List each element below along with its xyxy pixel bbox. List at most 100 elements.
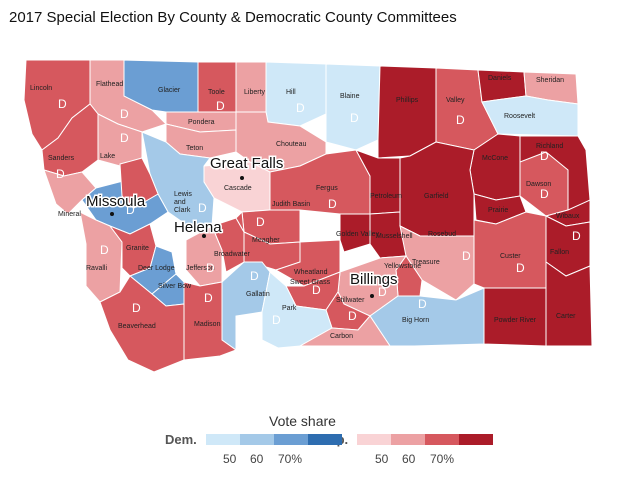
county-phillips — [377, 65, 437, 159]
legend-rep-swatch-lt50 — [357, 434, 391, 445]
committee-mark-jefferson: D — [206, 261, 215, 275]
county-hill — [265, 61, 327, 127]
county-label-judith-basin: Judith Basin — [272, 201, 310, 208]
city-dot-missoula — [110, 212, 114, 216]
county-label-mineral: Mineral — [58, 211, 81, 218]
county-label-ravalli: Ravalli — [86, 265, 107, 272]
county-label-granite: Granite — [126, 245, 149, 252]
legend-rep-swatch-50-60 — [391, 434, 425, 445]
county-label-stillwater: Stillwater — [336, 297, 365, 304]
county-label-fergus: Fergus — [316, 185, 338, 192]
county-label-silver-bow: Silver Bow — [158, 283, 192, 290]
city-dot-billings — [370, 294, 374, 298]
city-layer: Great Falls Missoula Helena Billings — [85, 154, 399, 298]
county-label-lewis-and-clark: Clark — [174, 207, 191, 214]
legend-dem-swatch-50-60 — [240, 434, 274, 445]
county-label-sanders: Sanders — [48, 155, 75, 162]
legend-dem-swatch-60-70 — [274, 434, 308, 445]
city-label-helena: Helena — [174, 219, 222, 236]
legend-dem-tick-50: 50 — [223, 452, 237, 466]
city-label-billings: Billings — [350, 271, 398, 288]
committee-mark-custer: D — [516, 261, 525, 275]
county-label-toole: Toole — [208, 89, 225, 96]
committee-mark-valley: D — [456, 113, 465, 127]
county-label-gallatin: Gallatin — [246, 291, 270, 298]
county-label-blaine: Blaine — [340, 93, 360, 100]
legend-dem-tick-60: 60 — [250, 452, 264, 466]
legend-title: Vote share — [269, 413, 336, 429]
committee-mark-missoula: D — [126, 203, 135, 217]
committee-mark-fergus: D — [328, 197, 337, 211]
city-dot-great-falls — [240, 176, 244, 180]
county-label-broadwater: Broadwater — [214, 251, 250, 258]
county-golden-valley — [339, 213, 371, 253]
county-label-beaverhead: Beaverhead — [118, 323, 156, 330]
county-label-sweet-grass: Sweet Grass — [290, 279, 331, 286]
county-custer — [473, 211, 547, 289]
county-label-dawson: Dawson — [526, 181, 551, 188]
committee-mark-dawson: D — [540, 187, 549, 201]
county-label-lake: Lake — [100, 153, 115, 160]
county-madison — [183, 281, 238, 361]
legend-dem-tick-70: 70% — [278, 452, 303, 466]
committee-mark-stillwater: D — [348, 309, 357, 323]
county-label-carbon: Carbon — [330, 333, 353, 340]
committee-mark-lewis-and-clark: D — [198, 201, 207, 215]
committee-mark-silver-bow: D — [174, 261, 183, 275]
county-label-cascade: Cascade — [224, 185, 252, 192]
committee-mark-flathead: D — [120, 107, 129, 121]
legend-rep-swatch-70plus — [459, 434, 493, 445]
county-garfield — [399, 141, 475, 237]
committee-mark-hill: D — [296, 101, 305, 115]
committee-mark-blaine: D — [350, 111, 359, 125]
county-label-park: Park — [282, 305, 297, 312]
legend-dem-label: Dem. — [165, 432, 197, 447]
county-roosevelt — [481, 95, 579, 137]
city-dot-helena — [202, 234, 206, 238]
county-liberty — [235, 61, 267, 113]
county-label-fallon: Fallon — [550, 249, 569, 256]
committee-mark-lake: D — [120, 131, 129, 145]
legend-rep-tick-50: 50 — [375, 452, 389, 466]
committee-mark-rosebud: D — [462, 249, 471, 263]
committee-mark-fallon: D — [572, 229, 581, 243]
legend-dem-swatch-70plus — [308, 434, 342, 445]
county-label-mccone: McCone — [482, 155, 508, 162]
county-label-glacier: Glacier — [158, 87, 181, 94]
legend-rep-tick-70: 70% — [430, 452, 455, 466]
county-label-daniels: Daniels — [488, 75, 512, 82]
county-label-golden-valley: Golden Valley — [336, 231, 380, 238]
county-label-roosevelt: Roosevelt — [504, 113, 535, 120]
county-label-layer: Lincoln D Flathead D Glacier Toole D Liberty Hil… — [30, 75, 581, 340]
legend-rep-swatch-60-70 — [425, 434, 459, 445]
county-layer — [23, 59, 593, 373]
county-label-powder-river: Powder River — [494, 317, 537, 324]
county-carter — [545, 261, 593, 347]
county-label-madison: Madison — [194, 321, 221, 328]
city-label-missoula: Missoula — [86, 193, 146, 210]
committee-mark-madison: D — [204, 291, 213, 305]
county-label-richland: Richland — [536, 143, 563, 150]
legend-dem-swatch-lt50 — [206, 434, 240, 445]
county-label-phillips: Phillips — [396, 97, 419, 104]
committee-mark-toole: D — [216, 99, 225, 113]
county-label-flathead: Flathead — [96, 81, 123, 88]
montana-county-map: Lincoln D Flathead D Glacier Toole D Liberty Hil… — [23, 59, 593, 373]
committee-mark-yellowstone: D — [378, 285, 387, 299]
county-park — [261, 271, 333, 349]
committee-mark-meagher: D — [256, 215, 265, 229]
legend-rep-tick-60: 60 — [402, 452, 416, 466]
committee-mark-gallatin: D — [250, 269, 259, 283]
county-label-yellowstone: Yellowstone — [384, 263, 421, 270]
county-label-meagher: Meagher — [252, 237, 280, 244]
county-label-deer-lodge: Deer Lodge — [138, 265, 175, 272]
committee-mark-park: D — [272, 313, 281, 327]
county-label-garfield: Garfield — [424, 193, 449, 200]
committee-mark-richland: D — [540, 149, 549, 163]
county-label-jefferson: Jefferson — [186, 265, 215, 272]
county-label-big-horn: Big Horn — [402, 317, 429, 324]
county-blaine — [325, 63, 381, 151]
county-label-treasure: Treasure — [412, 259, 440, 266]
county-label-musselshell: Musselshell — [376, 233, 413, 240]
county-label-liberty: Liberty — [244, 89, 266, 96]
